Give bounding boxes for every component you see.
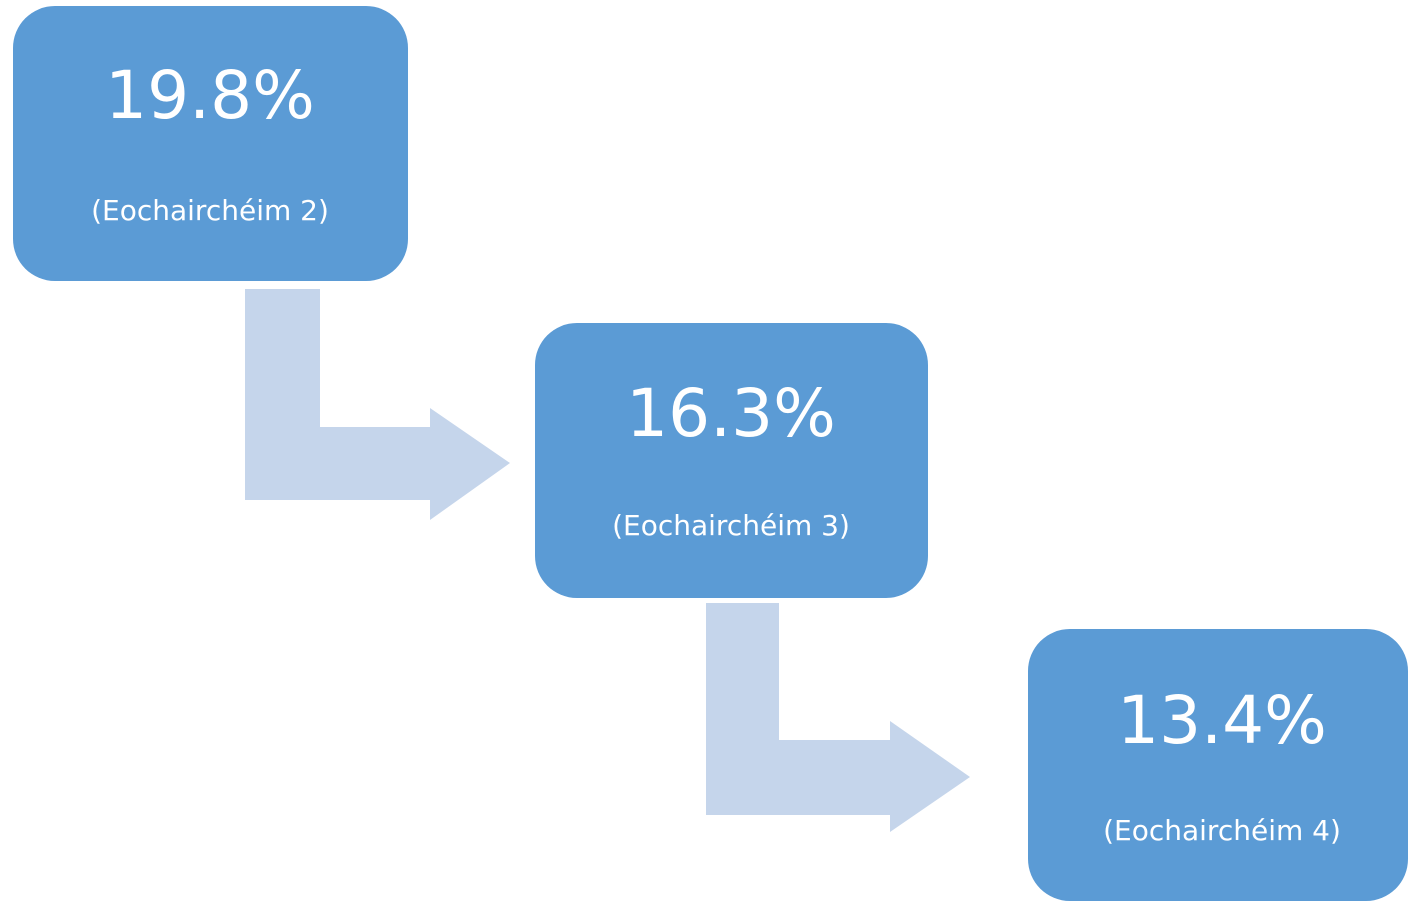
node-value: 19.8% [105, 57, 315, 134]
arrow [245, 289, 510, 520]
node: 16.3% (Eochairchéim 3) [535, 323, 928, 598]
node-box [13, 6, 408, 281]
node: 19.8% (Eochairchéim 2) [13, 6, 408, 281]
node-box [535, 323, 928, 598]
node-value: 16.3% [626, 375, 836, 452]
node-box [1028, 629, 1408, 901]
node-value: 13.4% [1117, 682, 1327, 759]
node-label: (Eochairchéim 3) [612, 509, 850, 542]
node: 13.4% (Eochairchéim 4) [1028, 629, 1408, 901]
arrow [706, 603, 970, 832]
node-label: (Eochairchéim 2) [91, 194, 329, 227]
node-label: (Eochairchéim 4) [1103, 814, 1341, 847]
